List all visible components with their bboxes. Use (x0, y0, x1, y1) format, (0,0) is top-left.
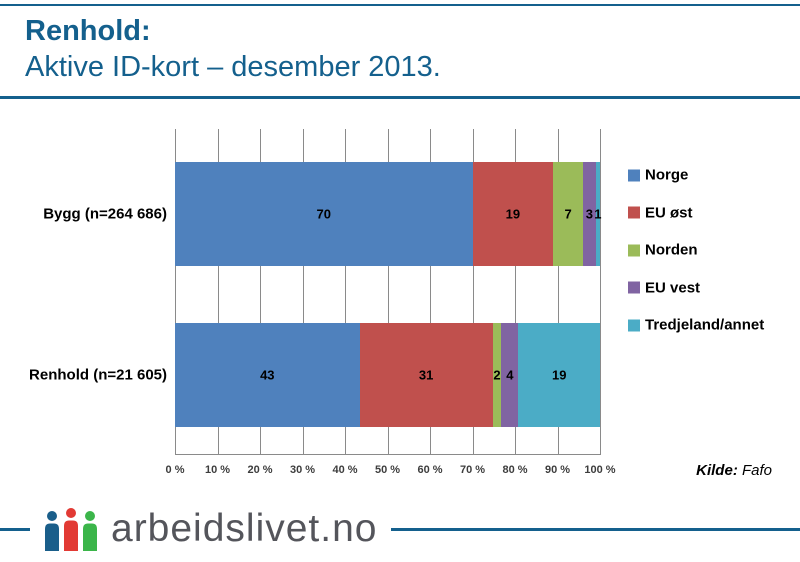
x-axis-tick-label: 90 % (544, 464, 571, 476)
gridline (430, 129, 431, 455)
value-label: 19 (551, 367, 567, 383)
legend-item: Norge (628, 167, 688, 184)
plot-area: 70 19 7 3 1 43 31 2 4 19 (175, 129, 602, 455)
x-axis-tick-label: 50 % (374, 464, 401, 476)
stacked-bar-1: 70 19 7 3 1 (175, 162, 602, 266)
value-label: 1 (594, 206, 602, 222)
legend-label: Norge (645, 166, 689, 184)
people-logo-icon (43, 507, 101, 551)
legend-item: Tredjeland/annet (628, 317, 764, 334)
bar-segment: 4 (501, 323, 519, 427)
value-label: 2 (493, 367, 501, 383)
category-label: Renhold (n=21 605) (29, 366, 167, 384)
value-label: 19 (505, 206, 521, 222)
bar-segment: 31 (359, 323, 493, 427)
bar-segment: 1 (594, 162, 602, 266)
x-axis-tick-label: 80 % (502, 464, 528, 476)
bar-segment: 7 (553, 162, 583, 266)
value-label: 70 (316, 206, 331, 222)
person-icon (83, 511, 97, 551)
value-label: 4 (506, 367, 514, 383)
stacked-bar-2: 43 31 2 4 19 (175, 323, 600, 427)
x-axis-tick-label: 40 % (332, 464, 358, 476)
gridline (302, 129, 304, 455)
bar-segment: 3 (583, 162, 596, 266)
x-axis-tick-label: 60 % (417, 464, 443, 476)
page-title: Renhold: (25, 15, 151, 47)
legend-label: Tredjeland/annet (645, 316, 765, 334)
bar-segment: 2 (492, 323, 502, 427)
bar-segment: 43 (175, 323, 360, 427)
x-axis-tick-label: 0 % (165, 464, 185, 476)
value-label: 31 (418, 367, 434, 383)
bar-segment: 19 (518, 323, 600, 427)
source-credit-prefix: Kilde: (696, 462, 738, 479)
gridline (217, 129, 219, 455)
bar-segment: 19 (472, 162, 554, 266)
x-axis-tick-label: 10 % (204, 464, 231, 476)
gridline (472, 129, 474, 455)
footer-right-rule (391, 527, 800, 531)
gridline (557, 129, 559, 455)
category-label: Bygg (n=264 686) (43, 205, 167, 223)
footer-logo: arbeidslivet.no (0, 503, 800, 555)
gridline (387, 129, 389, 455)
source-credit: Kilde: Fafo (696, 462, 772, 479)
legend-label: Norden (645, 241, 698, 259)
gridline (345, 129, 346, 455)
logo-text: arbeidslivet.no (111, 507, 378, 550)
footer-left-rule (0, 527, 30, 531)
x-axis-tick-label: 70 % (459, 464, 486, 476)
x-axis-tick-label: 20 % (247, 464, 273, 476)
legend-label: EU vest (645, 279, 701, 296)
person-icons (45, 508, 97, 551)
header-divider (0, 96, 800, 99)
legend-swatch-icon (628, 206, 640, 219)
person-icon (64, 508, 78, 551)
value-label: 3 (585, 206, 593, 222)
legend-label: EU øst (645, 204, 693, 221)
bar-segment: 70 (175, 162, 473, 266)
legend-swatch-icon (628, 244, 640, 256)
page-subtitle: Aktive ID-kort – desember 2013. (25, 51, 441, 83)
header: Renhold: Aktive ID-kort – desember 2013. (25, 13, 441, 85)
legend-swatch-icon (628, 319, 640, 331)
gridline (600, 129, 601, 455)
value-label: 43 (260, 367, 275, 383)
legend-swatch-icon (628, 281, 640, 294)
legend-item: EU vest (628, 279, 700, 296)
gridline (515, 129, 516, 455)
legend-item: EU øst (628, 204, 693, 221)
gridline (175, 129, 176, 455)
legend-swatch-icon (628, 169, 640, 181)
value-label: 7 (564, 206, 572, 222)
top-divider (0, 4, 800, 6)
legend-item: Norden (628, 242, 698, 259)
x-axis-tick-label: 100 % (584, 464, 616, 476)
source-credit-name: Fafo (737, 462, 772, 479)
person-icon (45, 511, 59, 551)
gridline (260, 129, 261, 455)
x-axis-tick-label: 30 % (289, 464, 316, 476)
